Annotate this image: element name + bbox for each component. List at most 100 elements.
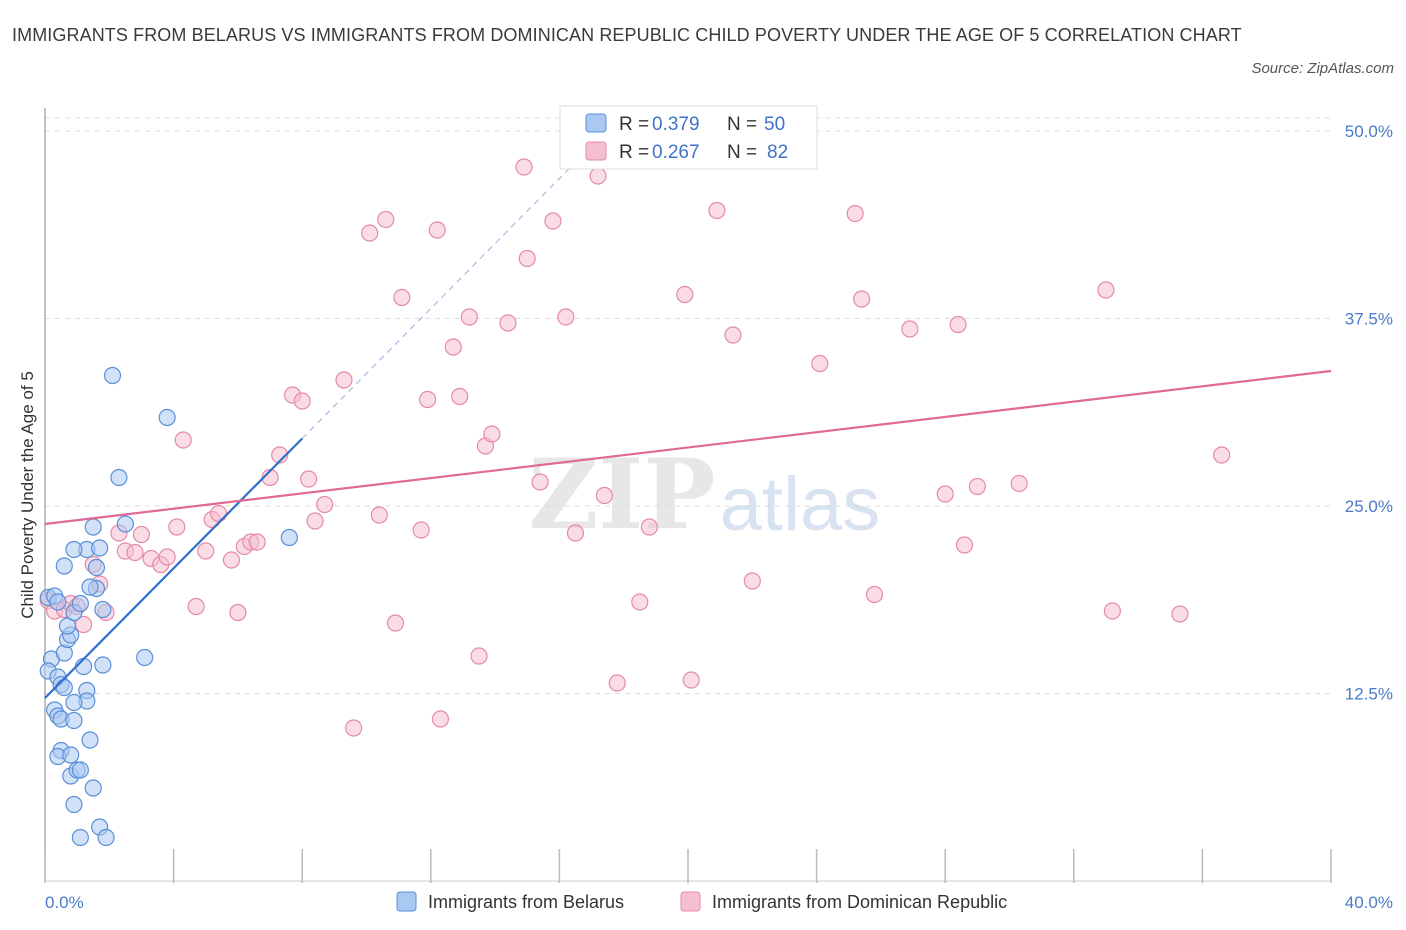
x-axis-ticks xyxy=(44,849,1332,883)
dominican-republic-point xyxy=(386,614,405,632)
dominican-republic-point xyxy=(853,290,871,308)
source-label: Source: ZipAtlas.com xyxy=(1251,60,1394,77)
belarus-point xyxy=(71,761,89,779)
dominican-republic-point xyxy=(418,390,437,409)
belarus-point xyxy=(94,600,112,619)
dominican-republic-point xyxy=(518,249,536,268)
belarus-point xyxy=(74,657,93,676)
dominican-republic-point xyxy=(483,425,501,443)
dominican-republic-point xyxy=(168,518,186,536)
belarus-point xyxy=(84,518,102,536)
dominican-republic-point xyxy=(589,167,607,185)
dominican-republic-point xyxy=(444,338,462,356)
dominican-republic-point xyxy=(361,224,379,242)
belarus-point xyxy=(62,746,80,764)
dominican-republic-point xyxy=(393,288,411,307)
dominican-republic-point xyxy=(901,320,919,338)
belarus-point xyxy=(65,711,83,730)
belarus-point xyxy=(81,731,99,749)
stats-r-label-dominican-republic: R = xyxy=(619,142,649,163)
dominican-republic-point xyxy=(370,506,388,524)
stats-legend: R = 0.379 N = 50 R = 0.267 N = 82 xyxy=(559,105,818,170)
dominican-republic-point xyxy=(187,597,205,616)
belarus-point xyxy=(87,558,106,577)
trend-lines xyxy=(44,145,1332,699)
dominican-republic-point xyxy=(197,542,215,560)
dominican-republic-point xyxy=(955,536,974,554)
stats-r-label-belarus: R = xyxy=(619,114,649,135)
belarus-point xyxy=(55,557,73,575)
dominican-republic-point xyxy=(158,548,176,566)
dominican-republic-point xyxy=(949,315,967,334)
dominican-republic-point xyxy=(811,354,829,373)
belarus-point xyxy=(81,578,99,596)
belarus-point xyxy=(116,515,134,533)
dominican-republic-point xyxy=(968,477,986,496)
dominican-republic-point xyxy=(377,210,395,229)
legend-swatch-dominican-republic xyxy=(680,891,701,912)
dominican-republic-point xyxy=(936,485,954,503)
y-tick-label: 50.0% xyxy=(1345,122,1393,141)
dominican-republic-point xyxy=(460,308,478,326)
dominican-republic-point xyxy=(229,603,247,622)
y-axis-label: Child Poverty Under the Age of 5 xyxy=(18,371,37,619)
dominican-republic-point xyxy=(174,431,192,449)
dominican-republic-point xyxy=(531,473,549,491)
x-tick-label-min: 0.0% xyxy=(45,893,84,912)
legend-swatch-belarus xyxy=(396,891,417,912)
watermark-atlas: atlas xyxy=(720,462,881,547)
dominican-republic-point xyxy=(306,512,324,530)
dominican-republic-point xyxy=(631,593,649,611)
belarus-point xyxy=(136,648,154,667)
dominican-republic-point xyxy=(271,446,289,464)
series-belarus-points xyxy=(39,366,298,847)
dominican-republic-point xyxy=(248,533,266,551)
stats-swatch-belarus xyxy=(585,113,607,133)
dominican-republic-point xyxy=(412,521,430,539)
stats-n-label-belarus: N = xyxy=(727,114,757,135)
belarus-trend-line xyxy=(44,437,303,699)
stats-r-dominican-republic: 0.267 xyxy=(652,142,700,163)
x-tick-label-max: 40.0% xyxy=(1345,893,1393,912)
dominican-republic-point xyxy=(865,585,884,604)
dominican-republic-point xyxy=(1171,605,1189,623)
dominican-republic-point xyxy=(566,524,585,542)
dominican-republic-point xyxy=(451,387,469,406)
dominican-republic-point xyxy=(345,719,363,737)
dominican-republic-point xyxy=(126,543,144,562)
y-axis-tick-labels: 12.5% 25.0% 37.5% 50.0% xyxy=(1345,122,1393,704)
dominican-republic-trend-line xyxy=(44,369,1332,526)
belarus-point xyxy=(84,779,102,797)
belarus-point xyxy=(110,468,128,487)
dominican-republic-point xyxy=(608,674,626,692)
dominican-republic-point xyxy=(544,212,562,230)
belarus-point xyxy=(71,828,89,847)
dominican-republic-point xyxy=(640,518,659,536)
stats-n-belarus: 50 xyxy=(764,114,785,135)
belarus-point xyxy=(91,539,109,557)
dominican-republic-point xyxy=(557,308,575,326)
belarus-point xyxy=(94,656,112,674)
watermark-zip: ZIP xyxy=(528,438,715,551)
belarus-point xyxy=(55,678,73,697)
dominican-republic-point xyxy=(1097,281,1115,299)
stats-n-dominican-republic: 82 xyxy=(767,142,788,163)
belarus-point xyxy=(49,593,67,611)
belarus-point xyxy=(65,693,83,712)
dominican-republic-point xyxy=(846,204,864,223)
dominican-republic-point xyxy=(708,201,726,220)
legend-label-belarus: Immigrants from Belarus xyxy=(428,892,624,912)
series-legend: Immigrants from Belarus Immigrants from … xyxy=(396,891,1007,912)
belarus-point xyxy=(65,795,83,814)
stats-r-belarus: 0.379 xyxy=(652,114,700,135)
dominican-republic-point xyxy=(724,326,742,344)
dominican-republic-point xyxy=(682,671,700,689)
series-dominican-republic-points xyxy=(39,158,1231,737)
y-tick-label: 25.0% xyxy=(1345,497,1393,516)
dominican-republic-point xyxy=(499,314,517,332)
y-tick-label: 12.5% xyxy=(1345,685,1393,704)
dominican-republic-point xyxy=(676,285,694,304)
dominican-republic-point xyxy=(1213,446,1231,464)
dominican-republic-point xyxy=(428,221,446,239)
